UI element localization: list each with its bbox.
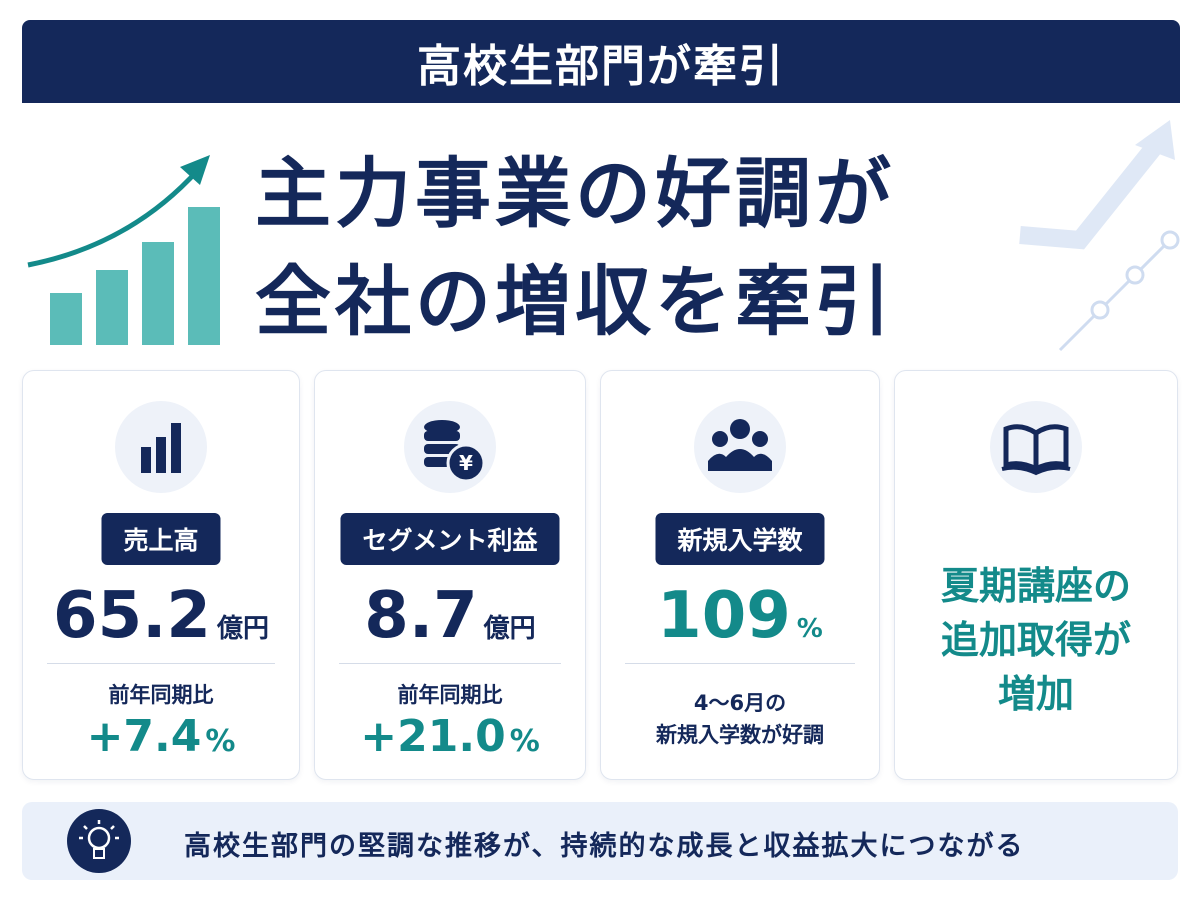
headline: 主力事業の好調が 全社の増収を牽引 <box>255 140 895 356</box>
note-line: 新規入学数が好調 <box>656 723 824 747</box>
icon <box>990 401 1082 493</box>
change-unit: % <box>205 724 236 759</box>
unit: % <box>796 614 823 644</box>
change: +7.4 <box>86 711 202 762</box>
icon <box>115 401 207 493</box>
card-label: セグメント利益 <box>340 513 560 565</box>
card: 夏期講座の 追加取得が 増加 <box>894 370 1178 780</box>
footer: 高校生部門の堅調な推移が、持続的な成長と収益拡大につながる <box>22 802 1178 880</box>
unit: 億円 <box>216 614 269 644</box>
card-note: 前年同期比 <box>397 683 503 707</box>
change-unit: % <box>509 724 540 759</box>
card-label: 新規入学数 <box>655 513 825 565</box>
headline-line: 主力事業の好調が <box>255 149 895 238</box>
card-value: 8.7 億円 <box>315 579 585 653</box>
card-change: +7.4% <box>23 711 299 762</box>
text-line: 夏期講座の <box>940 564 1131 608</box>
card-change: +21.0% <box>315 711 585 762</box>
card: 売上高 65.2 億円 前年同期比 +7.4% <box>22 370 300 780</box>
headline-line: 全社の増収を牽引 <box>255 257 895 346</box>
growth-icon <box>27 155 220 345</box>
svg-text:¥: ¥ <box>459 451 473 475</box>
change: +21.0 <box>360 711 506 762</box>
icon <box>694 401 786 493</box>
card: 新規入学数 109% 4～6月の 新規入学数が好調 <box>600 370 880 780</box>
card-note: 前年同期比 <box>108 683 214 707</box>
icon: ¥ <box>404 401 496 493</box>
card-text: 夏期講座の 追加取得が 増加 <box>895 559 1177 721</box>
value: 65.2 <box>53 579 211 653</box>
card-note: 4～6月の 新規入学数が好調 <box>601 687 879 751</box>
text-line: 追加取得が <box>940 618 1131 662</box>
card: ¥ セグメント利益 8.7 億円 前年同期比 +21.0% <box>314 370 586 780</box>
value: 109 <box>657 579 791 653</box>
card-value: 65.2 億円 <box>23 579 299 653</box>
text-line: 増加 <box>997 672 1074 716</box>
note-line: 4～6月の <box>693 691 787 715</box>
decor-arrow <box>1019 120 1180 352</box>
unit: 億円 <box>483 614 536 644</box>
bulb-icon <box>67 809 131 873</box>
footer-text: 高校生部門の堅調な推移が、持続的な成長と収益拡大につながる <box>184 831 1025 862</box>
card-label: 売上高 <box>101 513 221 565</box>
value: 8.7 <box>364 579 478 653</box>
banner-title: 高校生部門が牽引 <box>417 40 785 92</box>
banner: 高校生部門が牽引 <box>22 20 1180 103</box>
card-value: 109% <box>601 579 879 653</box>
